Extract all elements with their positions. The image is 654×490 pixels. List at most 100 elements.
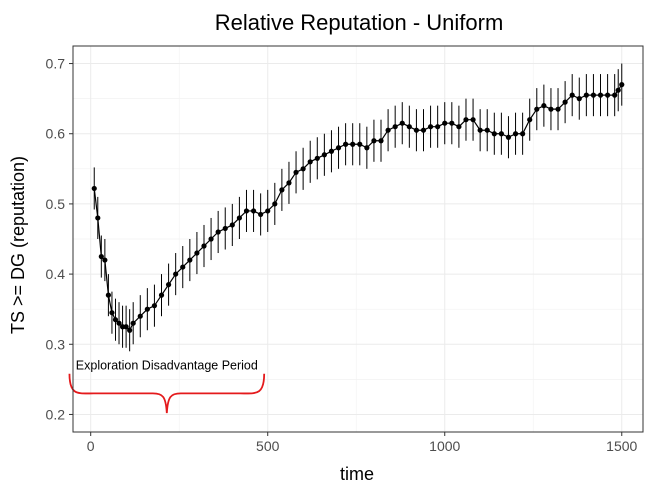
data-point [357, 141, 363, 147]
data-point [463, 117, 469, 123]
data-point [91, 185, 97, 192]
data-point [541, 103, 547, 109]
data-point [243, 208, 250, 214]
data-point [427, 124, 434, 130]
data-point [491, 131, 497, 137]
data-point [293, 169, 299, 175]
data-point [123, 324, 129, 330]
data-point [527, 117, 533, 123]
y-tick-label: 0.6 [46, 126, 66, 142]
y-tick-label: 0.2 [46, 406, 66, 422]
data-point [583, 92, 589, 98]
data-point [137, 313, 143, 319]
data-point [328, 148, 335, 154]
data-point [385, 127, 391, 133]
data-point [300, 166, 306, 172]
data-point [112, 317, 119, 323]
x-tick-label: 1500 [606, 438, 637, 454]
data-point [173, 271, 179, 277]
x-tick-label: 500 [256, 438, 280, 454]
data-point [236, 215, 242, 221]
data-point [127, 327, 133, 333]
data-point [590, 92, 597, 98]
data-point [286, 180, 292, 186]
data-point [165, 282, 172, 288]
data-point [194, 250, 200, 256]
data-point [435, 124, 441, 130]
data-point [215, 229, 221, 235]
data-point [144, 306, 150, 312]
data-point [321, 152, 327, 158]
panel-border [72, 45, 644, 433]
data-point [314, 155, 320, 161]
data-point [413, 127, 420, 133]
data-point [102, 257, 108, 263]
data-point [350, 141, 356, 147]
data-point [222, 225, 228, 232]
annotation-label: Exploration Disadvantage Period [76, 359, 258, 373]
data-point [307, 159, 313, 165]
y-tick-label: 0.3 [46, 336, 66, 352]
data-point [151, 303, 158, 309]
data-point [555, 106, 561, 112]
data-point [562, 99, 568, 105]
data-point [364, 145, 370, 151]
data-point [116, 320, 122, 326]
data-point [498, 131, 504, 137]
data-point [604, 92, 611, 98]
x-tick-label: 0 [87, 438, 95, 454]
data-point [98, 253, 104, 260]
x-axis-label: time [340, 464, 374, 484]
data-point [597, 92, 604, 98]
data-point [615, 87, 621, 93]
data-point [576, 96, 582, 102]
y-tick-label: 0.5 [46, 196, 66, 212]
annotation-group: Exploration Disadvantage Period [68, 359, 266, 414]
data-point [335, 145, 342, 151]
data-point [512, 131, 519, 137]
data-point [477, 127, 483, 133]
data-point [180, 264, 186, 270]
data-point [505, 134, 512, 140]
data-point [343, 141, 349, 147]
data-point [371, 138, 377, 144]
data-point [392, 124, 398, 130]
y-tick-label: 0.4 [46, 266, 66, 282]
data-point [569, 92, 575, 98]
data-point [406, 124, 412, 130]
data-point [548, 106, 554, 112]
data-point [534, 106, 540, 112]
data-point [250, 208, 257, 214]
data-point [378, 138, 384, 144]
data-point [95, 215, 101, 221]
data-point [105, 292, 112, 298]
data-point [619, 82, 625, 88]
series-group [91, 63, 625, 352]
data-point [612, 92, 618, 98]
exploration-brace [68, 373, 266, 414]
data-point [272, 201, 278, 207]
data-point [258, 211, 264, 218]
data-point [456, 124, 462, 130]
grid-lines [73, 46, 643, 432]
data-point [484, 127, 490, 133]
data-point [420, 127, 427, 133]
data-point [442, 120, 448, 126]
axes: 0 500 1000 1500 0.2 0.3 0.4 0.5 0.6 0.7 [46, 45, 644, 454]
data-point [130, 320, 136, 326]
chart-title: Relative Reputation - Uniform [215, 10, 504, 35]
series-line [93, 84, 623, 332]
x-tick-label: 1000 [429, 438, 460, 454]
data-point [399, 120, 405, 126]
data-point [229, 222, 235, 228]
data-point [208, 236, 214, 242]
y-tick-label: 0.7 [46, 56, 66, 72]
data-point [158, 292, 165, 298]
data-point [520, 131, 526, 137]
y-axis-label: TS >= DG (reputation) [8, 156, 28, 334]
data-point [265, 208, 271, 214]
data-point [109, 310, 115, 316]
data-point [201, 243, 207, 249]
data-point [470, 117, 476, 123]
